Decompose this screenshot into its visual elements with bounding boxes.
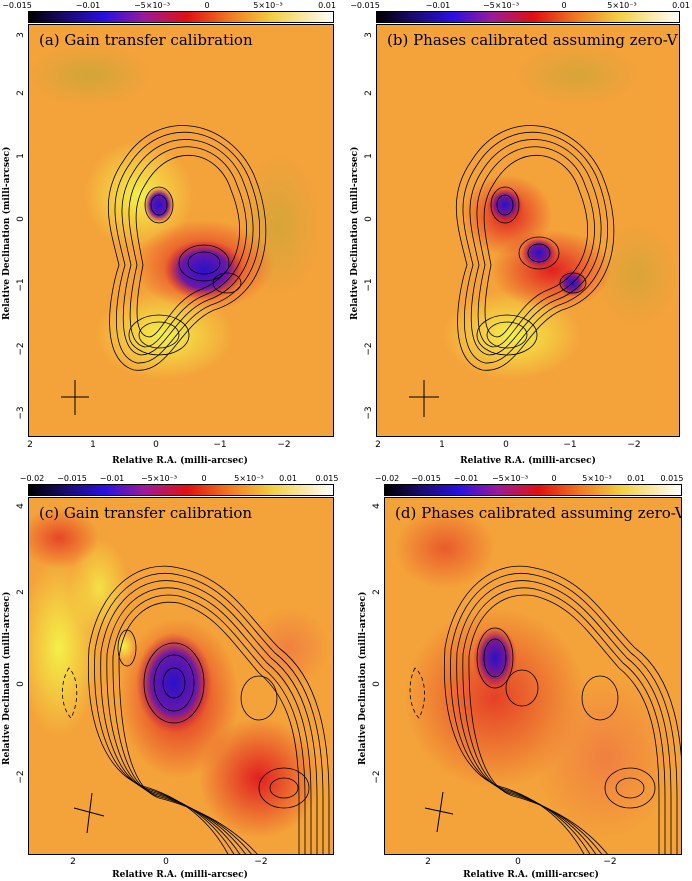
panel-d-xtick-1: 0 xyxy=(515,857,521,867)
colorbar-b xyxy=(376,11,680,23)
panel-b-xtick-1: 1 xyxy=(439,440,445,450)
colorbar-d-tick-2: −0.01 xyxy=(453,474,479,483)
panel-b-ytick-4: −1 xyxy=(364,278,374,292)
panel-b-xlabel: Relative R.A. (milli-arcsec) xyxy=(460,456,596,466)
panel-c-xlabel: Relative R.A. (milli-arcsec) xyxy=(112,870,248,880)
panel-b-ytick-2: 1 xyxy=(364,153,374,159)
panel-b-ytick-5: −2 xyxy=(364,342,374,356)
colorbar-a-tick-0: −0.015 xyxy=(2,1,32,10)
panel-d: −0.02 −0.015 −0.01 −5×10⁻³ 0 5×10⁻³ 0.01… xyxy=(346,470,692,881)
colorbar-c-tick-6: 0.01 xyxy=(279,474,297,483)
colorbar-d-tick-3: −5×10⁻³ xyxy=(491,474,529,483)
colorbar-d-tick-5: 5×10⁻³ xyxy=(582,474,612,483)
panel-b-ytick-6: −3 xyxy=(364,406,374,420)
colorbar-c-tick-3: −5×10⁻³ xyxy=(140,474,178,483)
colorbar-c-tick-4: 0 xyxy=(201,474,207,483)
plot-c: (c) Gain transfer calibration xyxy=(28,497,334,855)
panel-a-ytick-3: 0 xyxy=(16,216,26,222)
colorbar-b-tick-2: −5×10⁻³ xyxy=(482,1,520,10)
panel-c-title: (c) Gain transfer calibration xyxy=(39,504,253,522)
colorbar-c xyxy=(28,484,334,496)
panel-b-ylabel: Relative Declination (milli-arcsec) xyxy=(350,146,360,320)
panel-b: −0.015 −0.01 −5×10⁻³ 0 5×10⁻³ 0.01 xyxy=(346,0,692,470)
panel-a-ytick-0: 3 xyxy=(16,32,26,38)
colorbar-b-tick-0: −0.015 xyxy=(350,1,380,10)
colorbar-a-tick-4: 5×10⁻³ xyxy=(253,1,283,10)
panel-a-ytick-4: −1 xyxy=(16,278,26,292)
panel-d-xtick-0: 2 xyxy=(425,857,431,867)
panel-a-ytick-1: 2 xyxy=(16,90,26,96)
panel-a-ylabel: Relative Declination (milli-arcsec) xyxy=(2,146,12,320)
panel-b-ytick-0: 3 xyxy=(364,32,374,38)
panel-d-ytick-0: 4 xyxy=(372,503,382,509)
panel-a-xtick-3: −1 xyxy=(213,440,227,450)
plot-a: (a) Gain transfer calibration xyxy=(28,24,334,437)
colorbar-a xyxy=(28,11,334,23)
panel-c-xtick-1: 0 xyxy=(163,857,169,867)
colorbar-a-tick-5: 0.01 xyxy=(318,1,336,10)
panel-d-ytick-3: −2 xyxy=(372,770,382,784)
colorbar-d-tick-1: −0.015 xyxy=(411,474,441,483)
map-b xyxy=(409,45,677,417)
panel-b-xtick-3: −1 xyxy=(563,440,577,450)
panel-a-xtick-1: 1 xyxy=(90,440,96,450)
colorbar-c-tick-7: 0.015 xyxy=(315,474,339,483)
panel-a-ytick-2: 1 xyxy=(16,153,26,159)
panel-a: −0.015 −0.01 −5×10⁻³ 0 5×10⁻³ 0.01 xyxy=(0,0,346,470)
panel-a-ytick-6: −3 xyxy=(16,406,26,420)
panel-c-ytick-3: −2 xyxy=(16,770,26,784)
colorbar-d-tick-6: 0.01 xyxy=(627,474,645,483)
panel-d-ylabel: Relative Declination (milli-arcsec) xyxy=(358,591,368,765)
map-c xyxy=(29,508,330,854)
panel-b-xtick-4: −2 xyxy=(627,440,641,450)
colorbar-d xyxy=(384,484,682,496)
colorbar-a-tick-2: −5×10⁻³ xyxy=(133,1,171,10)
panel-a-xtick-2: 0 xyxy=(153,440,159,450)
colorbar-c-tick-0: −0.02 xyxy=(19,474,45,483)
panel-d-ytick-2: 0 xyxy=(372,681,382,687)
panel-c-xtick-0: 2 xyxy=(70,857,76,867)
panel-c-ytick-2: 0 xyxy=(16,681,26,687)
plot-b: (b) Phases calibrated assuming zero-V xyxy=(376,24,680,437)
panel-d-title: (d) Phases calibrated assuming zero-V xyxy=(395,504,682,522)
panel-d-xlabel: Relative R.A. (milli-arcsec) xyxy=(463,870,599,880)
panel-d-xtick-2: −2 xyxy=(603,857,617,867)
panel-a-xlabel: Relative R.A. (milli-arcsec) xyxy=(112,456,248,466)
panel-b-title: (b) Phases calibrated assuming zero-V xyxy=(387,31,678,49)
map-d xyxy=(395,508,681,854)
colorbar-b-tick-5: 0.01 xyxy=(672,1,690,10)
colorbar-d-tick-0: −0.02 xyxy=(374,474,400,483)
panel-a-title: (a) Gain transfer calibration xyxy=(39,31,253,49)
panel-d-ytick-1: 2 xyxy=(372,589,382,595)
panel-a-ytick-5: −2 xyxy=(16,342,26,356)
panel-c-ylabel: Relative Declination (milli-arcsec) xyxy=(2,591,12,765)
colorbar-d-tick-4: 0 xyxy=(551,474,557,483)
panel-c-ytick-1: 2 xyxy=(16,589,26,595)
panel-b-ytick-1: 2 xyxy=(364,90,374,96)
colorbar-d-tick-7: 0.015 xyxy=(660,474,684,483)
panel-c-ytick-0: 4 xyxy=(16,503,26,509)
colorbar-a-tick-1: −0.01 xyxy=(75,1,101,10)
panel-c: −0.02 −0.015 −0.01 −5×10⁻³ 0 5×10⁻³ 0.01… xyxy=(0,470,346,881)
colorbar-b-tick-1: −0.01 xyxy=(425,1,451,10)
panel-b-xtick-2: 0 xyxy=(503,440,509,450)
colorbar-b-tick-4: 5×10⁻³ xyxy=(607,1,637,10)
map-a xyxy=(29,45,319,415)
colorbar-c-tick-5: 5×10⁻³ xyxy=(234,474,264,483)
panel-a-xtick-0: 2 xyxy=(27,440,33,450)
panel-c-xtick-2: −2 xyxy=(254,857,268,867)
panel-a-xtick-4: −2 xyxy=(277,440,291,450)
colorbar-a-tick-3: 0 xyxy=(204,1,210,10)
colorbar-c-tick-1: −0.015 xyxy=(57,474,87,483)
colorbar-c-tick-2: −0.01 xyxy=(99,474,125,483)
colorbar-b-tick-3: 0 xyxy=(561,1,567,10)
panel-b-xtick-0: 2 xyxy=(375,440,381,450)
plot-d: (d) Phases calibrated assuming zero-V xyxy=(384,497,682,855)
panel-b-ytick-3: 0 xyxy=(364,216,374,222)
